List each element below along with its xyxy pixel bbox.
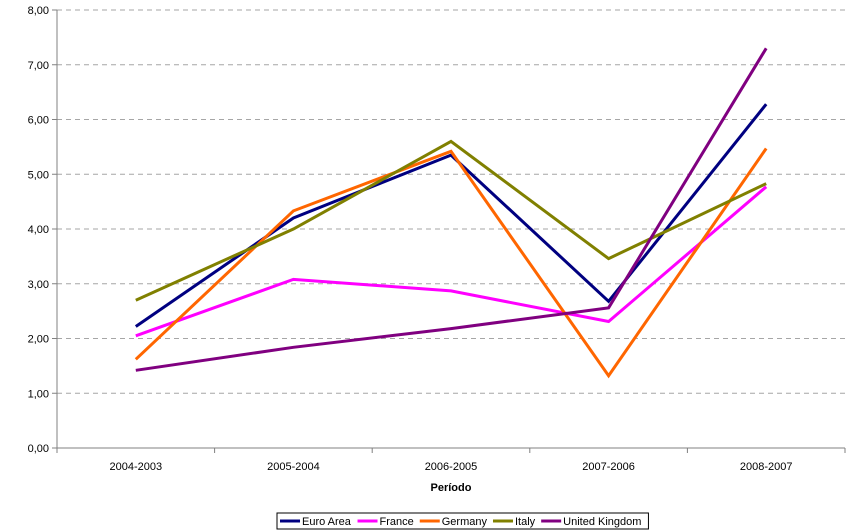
x-axis-title: Período: [431, 482, 472, 494]
series-line-germany: [134, 147, 768, 379]
series-line-euro-area: [134, 103, 768, 328]
x-tick-label: 2004-2003: [109, 461, 162, 473]
legend-label: France: [380, 516, 414, 528]
y-tick-label: 8,00: [28, 5, 49, 17]
y-tick-label: 1,00: [28, 388, 49, 400]
y-tick-label: 5,00: [28, 169, 49, 181]
y-tick-label: 7,00: [28, 60, 49, 72]
y-axis-ticks: 0,00 1,00 2,00 3,00 4,00 5,00 6,00 7,00 8,00: [28, 5, 57, 455]
x-tick-label: 2008-2007: [740, 461, 793, 473]
legend-label: Germany: [442, 516, 488, 528]
legend-label: Italy: [515, 516, 536, 528]
x-axis-ticks: 2004-2003 2005-2004 2006-2005 2007-2006 2008…: [56, 448, 846, 473]
x-tick-label: 2007-2006: [582, 461, 635, 473]
series-lines: [134, 47, 768, 379]
legend: Euro Area France Germany Italy United Kingdo…: [276, 512, 649, 530]
series-line-united-kingdom: [135, 47, 768, 372]
x-tick-label: 2006-2005: [425, 461, 478, 473]
series-line-france: [135, 185, 768, 338]
y-tick-label: 0,00: [28, 443, 49, 455]
x-tick-label: 2005-2004: [267, 461, 320, 473]
legend-label: United Kingdom: [563, 516, 641, 528]
y-tick-label: 2,00: [28, 334, 49, 346]
legend-label: Euro Area: [302, 516, 352, 528]
series-line-italy: [135, 139, 767, 302]
y-tick-label: 4,00: [28, 224, 49, 236]
legend-box: [276, 512, 649, 530]
y-tick-label: 6,00: [28, 115, 49, 127]
y-tick-label: 3,00: [28, 279, 49, 291]
